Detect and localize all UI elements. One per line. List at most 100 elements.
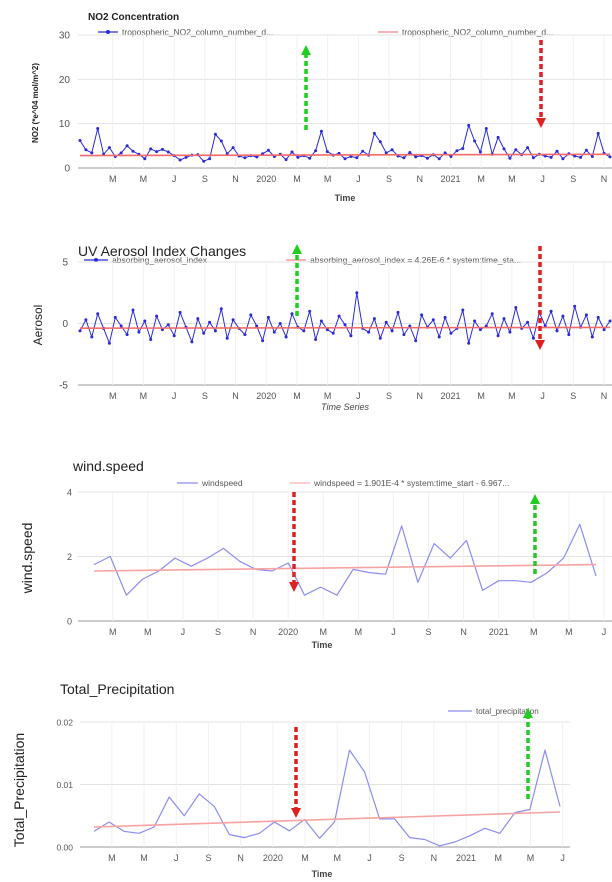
data-point	[349, 334, 353, 338]
data-point	[284, 335, 288, 339]
trend-line	[93, 811, 561, 828]
x-tick-label: J	[174, 853, 179, 863]
x-tick-label: M	[109, 391, 117, 401]
data-point	[308, 156, 312, 160]
x-tick-label: M	[324, 391, 332, 401]
data-point	[361, 149, 365, 153]
x-axis-label: Time	[335, 193, 356, 203]
data-point	[278, 322, 282, 325]
data-point	[96, 312, 100, 316]
x-tick-label: N	[417, 174, 424, 184]
x-tick-label: M	[140, 174, 148, 184]
x-axis-label: Time	[312, 640, 333, 650]
data-point	[461, 308, 465, 312]
data-point	[319, 129, 323, 133]
x-tick-label: J	[540, 174, 545, 184]
y-axis-label: NO2 (*e^04 mol/m^2)	[31, 63, 40, 143]
x-tick-label: N	[601, 174, 608, 184]
data-point	[596, 315, 600, 319]
data-point	[166, 150, 170, 154]
legend-label: total_precipitation	[476, 707, 539, 716]
x-tick-label: 2020	[263, 853, 283, 863]
x-tick-label: J	[540, 391, 545, 401]
data-point	[296, 155, 300, 159]
x-tick-label: S	[570, 391, 576, 401]
data-point	[349, 155, 353, 158]
x-tick-label: M	[495, 853, 503, 863]
data-point	[125, 333, 129, 337]
y-axis-label: wind.speed	[19, 523, 35, 595]
data-point	[107, 146, 111, 150]
x-tick-label: 2021	[440, 391, 460, 401]
x-tick-label: M	[477, 174, 485, 184]
data-point	[496, 135, 500, 139]
legend-marker	[94, 258, 98, 262]
data-point	[490, 312, 494, 316]
data-point	[125, 144, 129, 148]
data-point	[555, 329, 559, 333]
data-point	[584, 313, 588, 317]
data-point	[590, 155, 594, 158]
x-tick-label: J	[560, 853, 565, 863]
data-point	[514, 148, 518, 152]
chart-2: UV Aerosol Index Changesabsorbing_aeroso…	[31, 243, 612, 412]
x-tick-label: M	[324, 174, 332, 184]
data-point	[425, 156, 429, 160]
data-point	[608, 319, 612, 323]
down-arrow-head	[536, 118, 546, 128]
data-point	[384, 151, 388, 155]
data-point	[202, 159, 206, 163]
x-tick-label: M	[108, 853, 116, 863]
data-point	[84, 318, 88, 322]
data-point	[208, 157, 212, 161]
data-point	[119, 151, 123, 155]
data-point	[249, 313, 253, 317]
data-point	[431, 318, 435, 322]
data-point	[420, 313, 424, 317]
data-point	[325, 150, 329, 154]
data-point	[231, 146, 235, 150]
x-tick-label: 2020	[278, 627, 298, 637]
chart-title: wind.speed	[72, 458, 144, 474]
y-tick-label: 0	[67, 617, 72, 627]
data-point	[473, 319, 477, 323]
x-tick-label: M	[109, 627, 117, 637]
x-tick-label: J	[367, 853, 372, 863]
x-tick-label: S	[386, 391, 392, 401]
data-point	[319, 319, 323, 323]
y-tick-label: 0.00	[56, 843, 73, 853]
up-arrow-head	[523, 708, 533, 718]
data-point	[478, 328, 482, 332]
data-point	[266, 148, 270, 152]
x-tick-label: J	[356, 174, 361, 184]
data-point	[302, 329, 306, 333]
data-point	[496, 334, 500, 338]
data-point	[402, 156, 406, 160]
data-point	[449, 331, 453, 335]
x-tick-label: M	[508, 174, 516, 184]
data-point	[225, 336, 229, 340]
trend-line	[93, 563, 597, 572]
data-point	[561, 157, 565, 161]
data-point	[213, 329, 217, 333]
data-point	[78, 329, 82, 333]
data-point	[408, 151, 412, 154]
data-point	[255, 155, 259, 159]
x-tick-label: M	[565, 627, 573, 637]
x-tick-label: M	[477, 391, 485, 401]
legend-label: absorbing_aerosol_index = 4.26E-6 * syst…	[310, 255, 521, 265]
data-point	[213, 132, 217, 136]
x-tick-label: N	[431, 853, 438, 863]
data-point	[290, 312, 294, 316]
series-line	[79, 292, 611, 344]
legend-label: windspeed = 1.901E-4 * system:time_start…	[313, 478, 509, 488]
legend-label: absorbing_aerosol_index	[112, 255, 208, 265]
data-point	[473, 139, 477, 143]
data-point	[549, 309, 553, 313]
y-tick-label: 4	[67, 488, 72, 498]
data-point	[90, 335, 94, 339]
data-point	[555, 149, 559, 153]
data-point	[514, 306, 518, 309]
x-tick-label: M	[140, 391, 148, 401]
x-tick-label: S	[386, 174, 392, 184]
